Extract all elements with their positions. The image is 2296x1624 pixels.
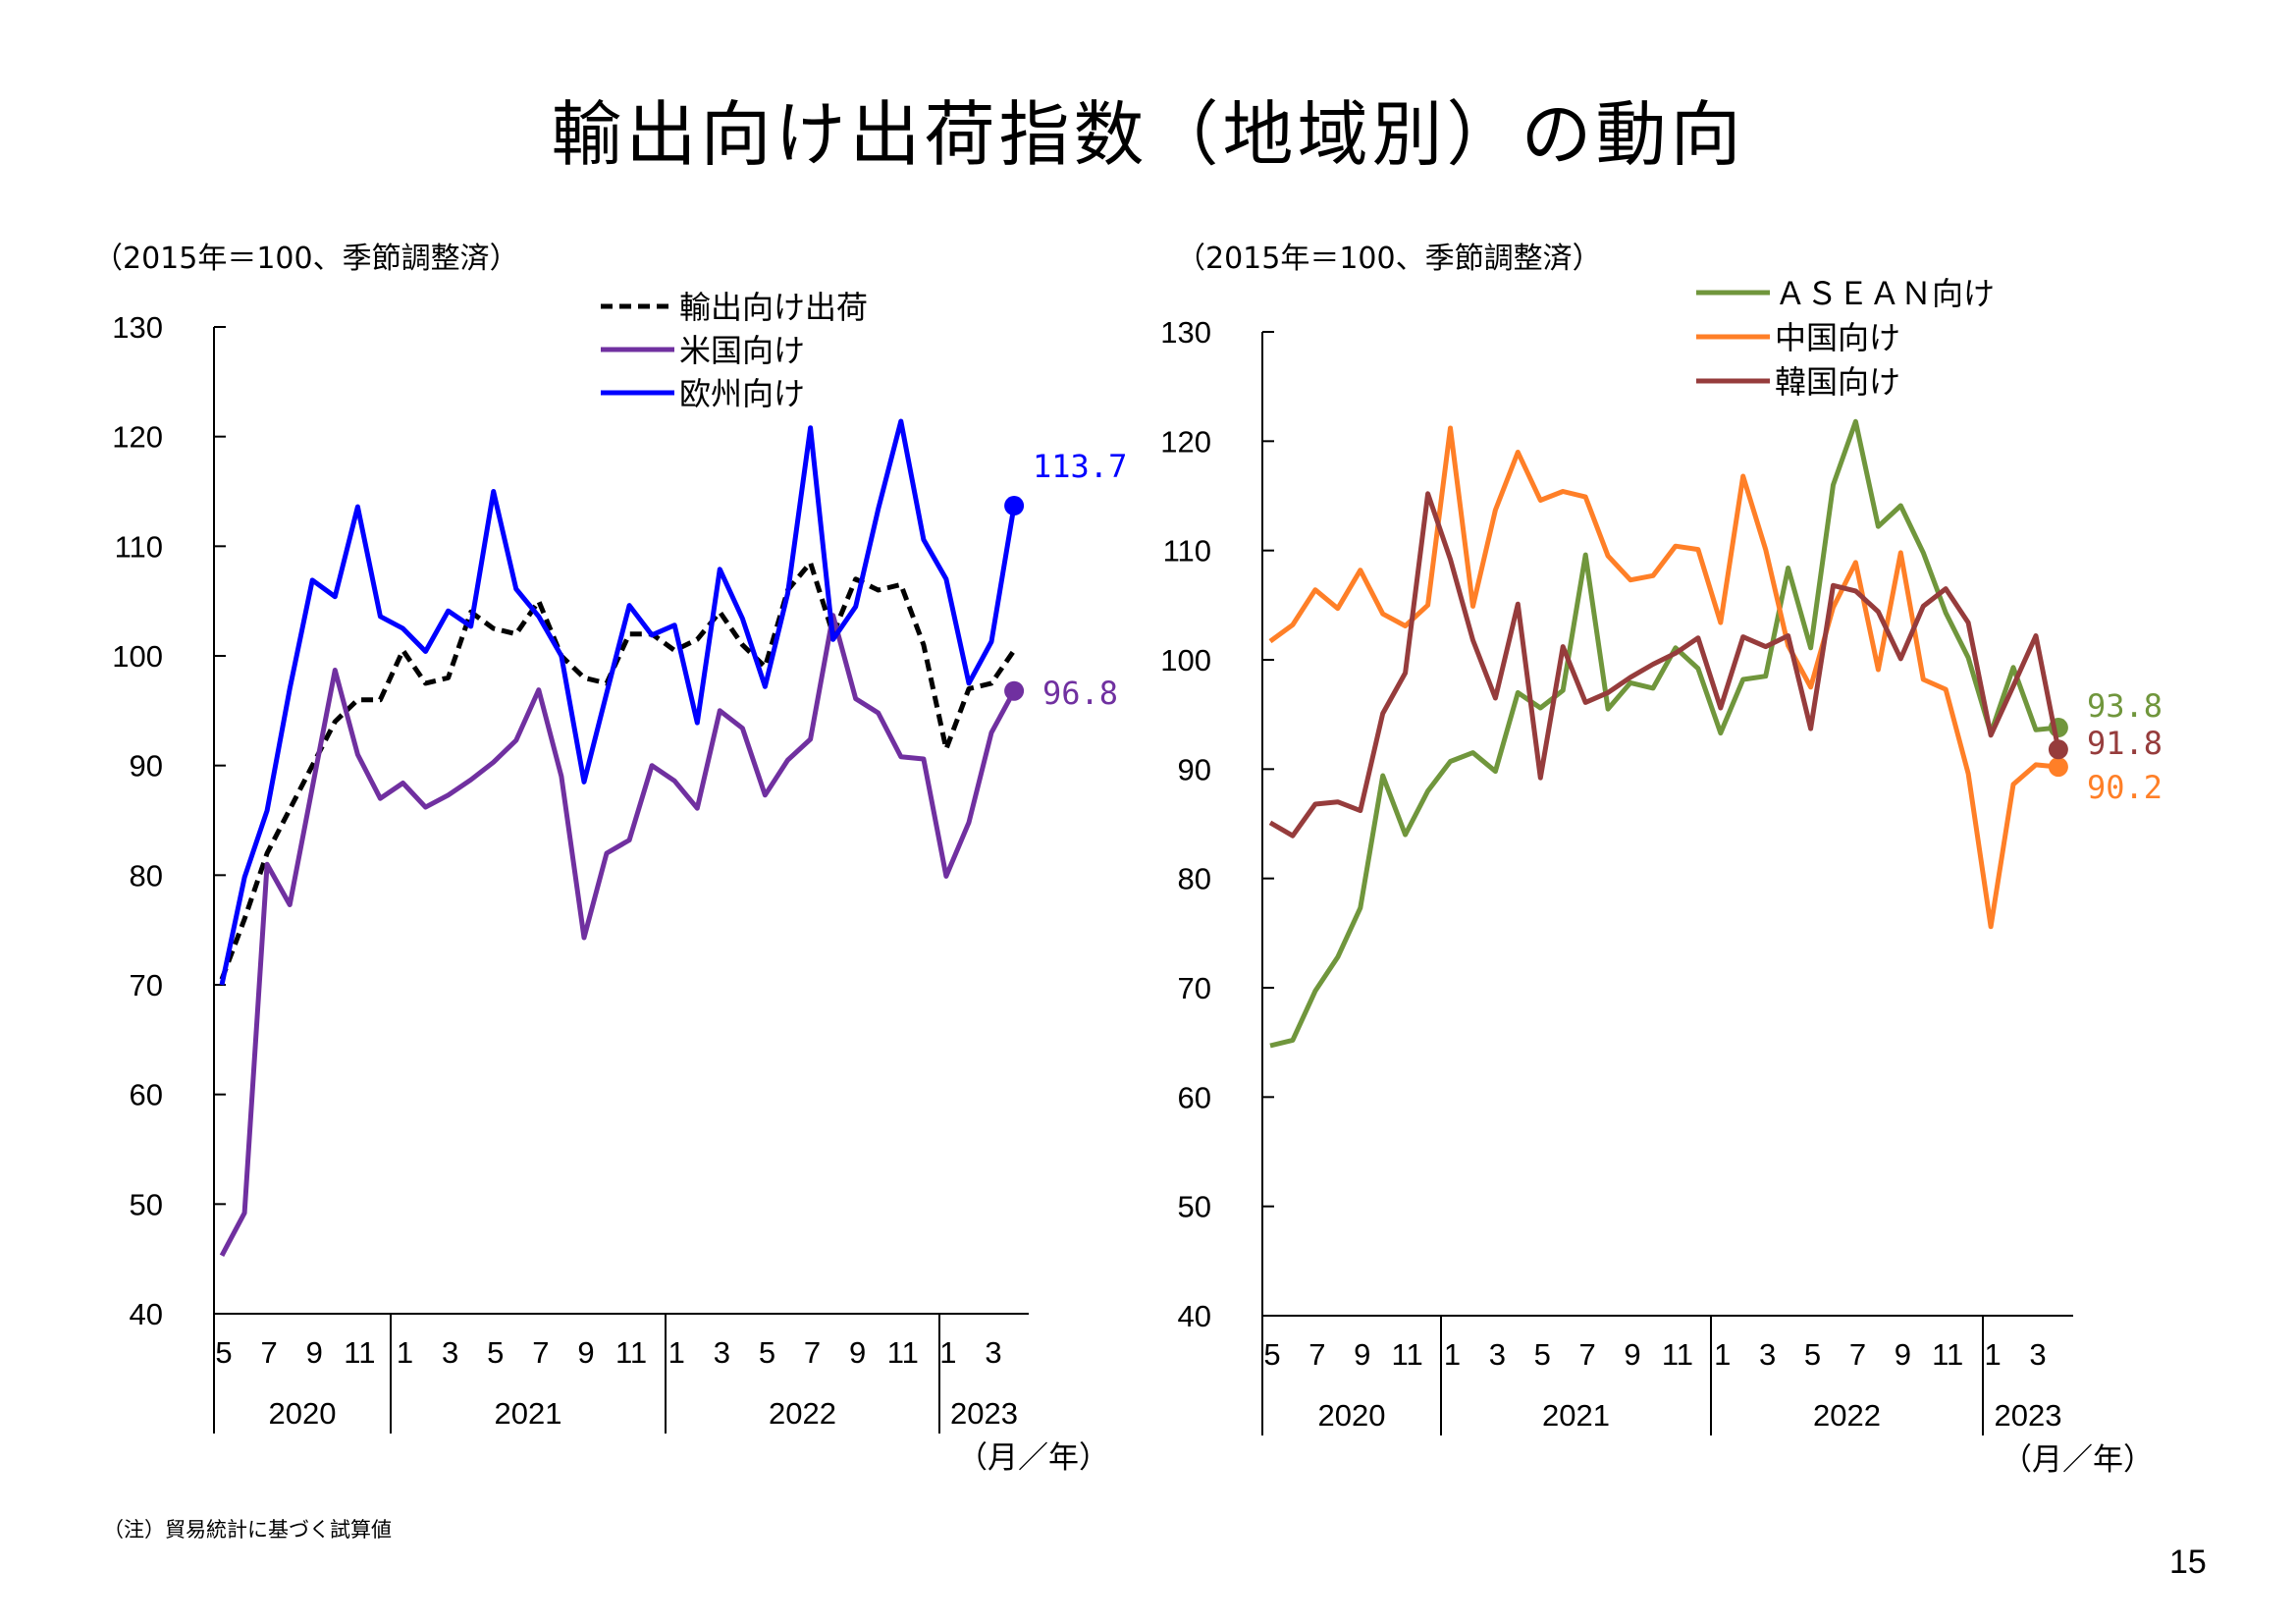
left-x-month-label: 5 [759,1335,775,1370]
left-x-year-label: 2023 [950,1396,1018,1431]
left-x-month-label: 11 [615,1335,647,1370]
left-x-month-label: 3 [714,1335,730,1370]
left-end-value-label-3: 113.7 [1033,448,1127,485]
right-series-line-2 [1268,425,2059,930]
left-x-month-label: 7 [532,1335,549,1370]
right-y-tick-label: 60 [1178,1080,1211,1114]
page-title: 輸出向け出荷指数（地域別）の動向 [551,93,1745,176]
left-y-tick-label: 110 [115,529,163,564]
right-x-year-label: 2021 [1542,1398,1610,1433]
left-x-month-label: 1 [397,1335,413,1370]
right-end-value-label-3: 91.8 [2087,725,2163,762]
left-x-month-label: 1 [939,1335,956,1370]
left-chart-unit-note: （2015年＝100、季節調整済） [93,242,519,276]
right-x-month-label: 1 [1444,1337,1461,1372]
left-series-line-1 [219,560,1017,981]
right-x-axis-unit: （月／年） [2002,1442,2154,1478]
right-end-marker-3 [2048,739,2068,760]
left-legend-label-2: 米国向け [679,332,805,369]
right-x-month-label: 9 [1354,1337,1370,1372]
left-y-tick-label: 60 [130,1078,163,1112]
right-y-tick-label: 110 [1163,534,1211,568]
left-x-month-label: 9 [849,1335,866,1370]
right-x-month-label: 3 [1489,1337,1506,1372]
right-y-tick-label: 80 [1178,862,1211,896]
right-y-tick-label: 90 [1178,752,1211,786]
left-x-month-label: 3 [985,1335,1001,1370]
left-y-tick-label: 100 [112,639,163,674]
right-x-year-label: 2020 [1318,1398,1386,1433]
right-end-value-label-2: 90.2 [2087,769,2163,806]
right-series-line-1 [1269,418,2059,1049]
left-x-month-label: 5 [215,1335,232,1370]
left-x-month-label: 5 [487,1335,504,1370]
left-x-year-label: 2021 [495,1396,562,1431]
left-legend-label-3: 欧州向け [679,375,805,412]
left-x-year-label: 2022 [769,1396,836,1431]
left-legend-label-1: 輸出向け出荷 [679,289,868,326]
left-x-month-label: 1 [668,1335,685,1370]
left-x-month-label: 7 [804,1335,821,1370]
right-x-month-label: 1 [1984,1337,2001,1372]
left-x-month-label: 3 [442,1335,458,1370]
right-x-month-label: 9 [1624,1337,1640,1372]
right-x-month-label: 1 [1714,1337,1731,1372]
right-x-month-label: 7 [1579,1337,1596,1372]
left-y-tick-label: 80 [130,858,163,893]
left-y-tick-label: 70 [130,968,163,1002]
left-x-month-label: 7 [260,1335,277,1370]
right-x-year-label: 2022 [1813,1398,1881,1433]
right-x-month-label: 3 [1759,1337,1776,1372]
right-end-marker-2 [2048,757,2068,778]
left-series-line-3 [219,418,1017,986]
left-y-tick-label: 90 [130,749,163,784]
left-end-value-label-2: 96.8 [1042,675,1118,712]
right-x-month-label: 7 [1849,1337,1866,1372]
left-end-marker-3 [1004,496,1025,516]
right-series-line-3 [1268,491,2061,839]
right-x-month-label: 9 [1895,1337,1911,1372]
left-series-line-2 [219,613,1017,1257]
right-x-month-label: 3 [2029,1337,2046,1372]
left-y-tick-label: 120 [112,420,163,455]
left-x-month-label: 9 [306,1335,323,1370]
right-y-tick-label: 40 [1178,1299,1211,1333]
right-y-tick-label: 130 [1160,315,1211,350]
right-y-tick-label: 120 [1160,424,1211,459]
right-x-month-label: 11 [1392,1337,1423,1372]
right-x-year-label: 2023 [1995,1398,2062,1433]
left-end-marker-2 [1004,680,1025,701]
left-y-tick-label: 130 [112,310,163,345]
left-x-month-label: 11 [344,1335,375,1370]
right-legend-label-3: 韓国向け [1775,363,1900,401]
page-number: 15 [2169,1543,2207,1581]
right-x-month-label: 11 [1662,1337,1693,1372]
right-y-tick-label: 50 [1178,1190,1211,1224]
right-chart-unit-note: （2015年＝100、季節調整済） [1176,242,1602,276]
right-x-month-label: 5 [1534,1337,1551,1372]
right-x-month-label: 5 [1804,1337,1821,1372]
right-x-month-label: 5 [1263,1337,1280,1372]
left-x-month-label: 9 [577,1335,594,1370]
left-y-tick-label: 40 [130,1297,163,1331]
right-legend-label-1: ＡＳＥＡＮ向け [1775,275,1995,312]
right-y-tick-label: 100 [1160,643,1211,677]
left-x-axis-unit: （月／年） [957,1440,1109,1476]
right-x-month-label: 11 [1932,1337,1963,1372]
left-x-year-label: 2020 [269,1396,337,1431]
right-legend-label-2: 中国向け [1775,319,1900,356]
right-x-month-label: 7 [1308,1337,1325,1372]
right-end-value-label-1: 93.8 [2087,687,2163,725]
left-x-month-label: 11 [887,1335,919,1370]
footnote: （注）貿易統計に基づく試算値 [103,1518,392,1542]
left-y-tick-label: 50 [130,1187,163,1221]
right-y-tick-label: 70 [1178,971,1211,1005]
